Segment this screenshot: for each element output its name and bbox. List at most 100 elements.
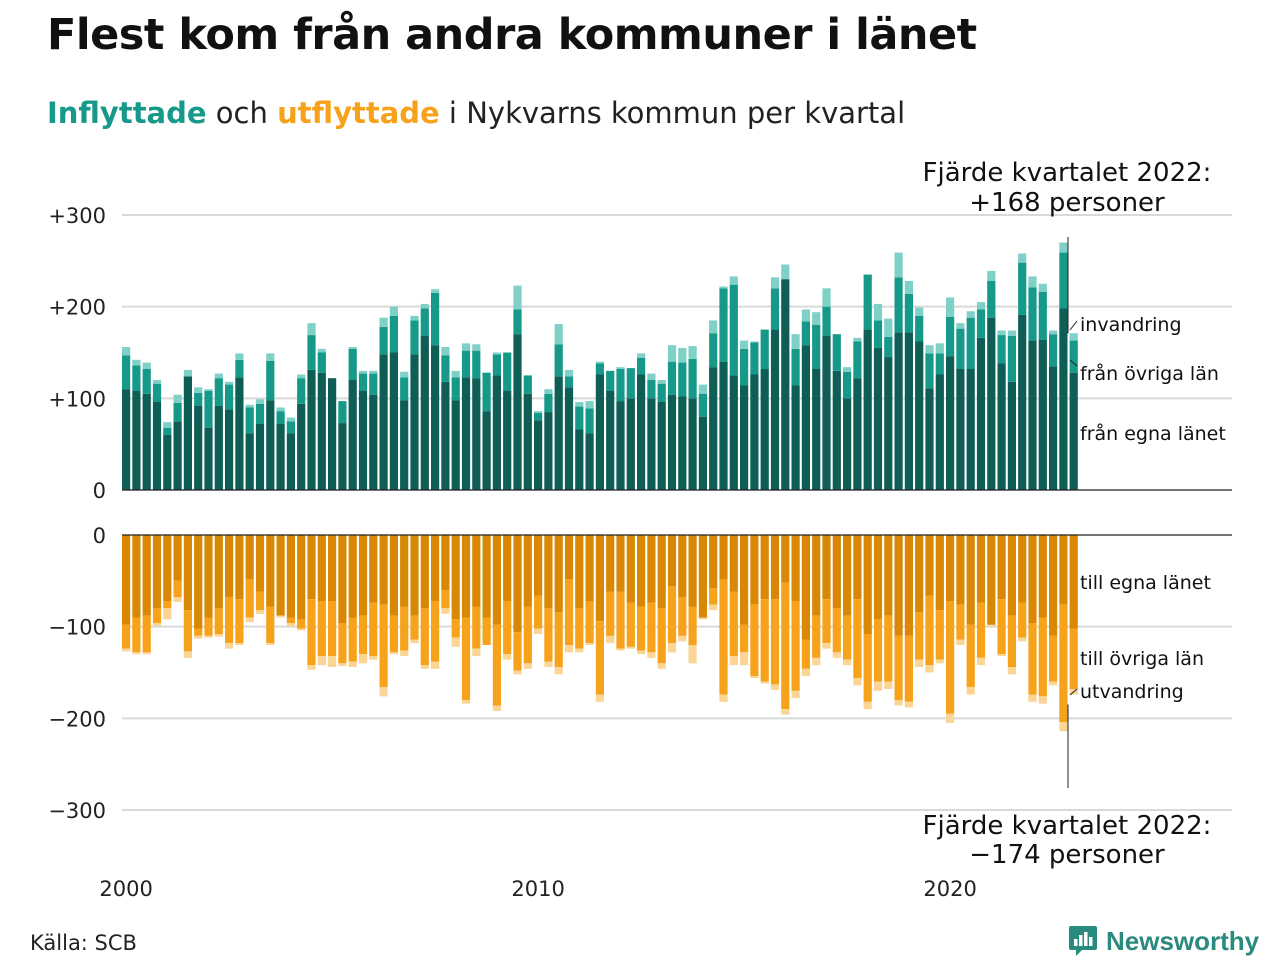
outflow-bar-out-other	[667, 586, 677, 644]
inflow-bar-in-other	[451, 377, 460, 401]
inflow-bar-in-own	[307, 369, 316, 490]
inflow-bar-in-abroad	[183, 369, 192, 377]
inflow-bar-in-other	[441, 355, 450, 382]
inflow-bar-in-other	[431, 292, 440, 346]
inflow-bar-in-abroad	[152, 380, 162, 384]
inflow-bar-in-other	[956, 328, 965, 369]
outflow-bar-out-other	[389, 615, 398, 653]
inflow-bar-in-other	[760, 329, 769, 369]
inflow-bar-in-own	[688, 398, 697, 490]
inflow-bar-in-own	[523, 393, 532, 490]
x-tick-label: 2010	[511, 877, 564, 901]
outflow-bar-out-other	[534, 595, 543, 629]
outflow-bar-out-abroad	[812, 657, 821, 666]
outflow-bar-out-abroad	[616, 648, 625, 651]
outflow-bar-out-abroad	[142, 652, 151, 655]
y-tick-label-bottom: −200	[48, 707, 106, 731]
outflow-bar-out-other	[812, 615, 821, 658]
inflow-bar-in-other	[688, 358, 697, 399]
outflow-bar-out-own	[863, 535, 872, 634]
outflow-bar-out-abroad	[173, 597, 182, 602]
inflow-bar-in-abroad	[286, 417, 295, 422]
inflow-bar-in-other	[472, 350, 481, 379]
outflow-bar-out-own	[606, 535, 615, 592]
inflow-bar-in-own	[142, 393, 151, 490]
outflow-bar-out-other	[338, 623, 347, 664]
inflow-bar-in-own	[626, 398, 635, 490]
outflow-bar-out-other	[482, 617, 491, 645]
outflow-bar-out-abroad	[214, 634, 223, 637]
outflow-bar-out-own	[976, 535, 986, 603]
outflow-bar-out-abroad	[472, 648, 481, 656]
outflow-bar-out-abroad	[729, 656, 738, 666]
series-label-utvandring: utvandring	[1080, 681, 1184, 703]
outflow-bar-out-other	[255, 591, 265, 611]
outflow-bar-out-own	[235, 535, 244, 600]
inflow-bar-in-own	[812, 369, 821, 490]
inflow-bar-in-other	[987, 281, 996, 318]
inflow-bar-in-other	[791, 348, 800, 386]
inflow-bar-in-other	[935, 353, 944, 375]
outflow-bar-out-abroad	[554, 667, 563, 675]
outflow-bar-out-abroad	[1038, 696, 1047, 704]
outflow-bar-out-other	[863, 634, 872, 702]
inflow-bar-in-other	[513, 309, 522, 335]
chart-labels: Fjärde kvartalet 2022:+168 personerFjärd…	[923, 158, 1226, 870]
outflow-bar-out-abroad	[946, 713, 955, 723]
inflow-bar-in-own	[987, 317, 996, 490]
inflow-bar-in-other	[1049, 334, 1058, 367]
inflow-bar-in-other	[194, 392, 203, 406]
outflow-bar-out-other	[626, 602, 635, 647]
inflow-bar-in-abroad	[1038, 283, 1047, 292]
outflow-bar-out-own	[719, 535, 728, 579]
inflow-bar-in-abroad	[492, 352, 501, 355]
inflow-bar-in-other	[204, 391, 213, 428]
inflow-bar-in-own	[317, 372, 326, 490]
inflow-bar-in-own	[904, 332, 913, 490]
inflow-bar-in-own	[163, 435, 172, 490]
inflow-bar-in-own	[946, 356, 955, 490]
outflow-bar-out-abroad	[606, 635, 615, 644]
outflow-bar-out-own	[791, 535, 800, 601]
inflow-bar-in-other	[348, 348, 357, 380]
outflow-bar-out-other	[472, 606, 481, 649]
outflow-bar-out-other	[1038, 617, 1047, 697]
outflow-bar-out-own	[966, 535, 975, 625]
inflow-bar-in-abroad	[214, 373, 223, 379]
inflow-bar-in-own	[1018, 314, 1027, 490]
inflow-bar-in-other	[946, 316, 955, 357]
outflow-bar-out-abroad	[740, 652, 749, 666]
outflow-bar-out-other	[431, 601, 440, 662]
inflow-bar-in-other	[152, 383, 162, 402]
inflow-bar-in-own	[873, 347, 883, 490]
inflow-bar-in-other	[297, 378, 306, 404]
inflow-bar-in-other	[1028, 287, 1037, 341]
outflow-bar-out-own	[503, 535, 512, 601]
inflow-bar-in-own	[554, 376, 563, 490]
inflow-bar-in-other	[976, 309, 986, 338]
outflow-bar-out-own	[873, 535, 883, 620]
inflow-bar-in-other	[997, 335, 1006, 364]
inflow-bar-in-abroad	[451, 370, 460, 378]
inflow-bar-in-other	[307, 335, 316, 370]
inflow-bar-in-abroad	[935, 343, 944, 354]
outflow-bar-out-own	[925, 535, 934, 596]
outflow-bar-out-own	[946, 535, 955, 601]
annotation-top-line2: +168 personer	[969, 188, 1165, 218]
inflow-bar-in-own	[245, 433, 254, 490]
outflow-bar-out-abroad	[492, 705, 501, 711]
outflow-bar-out-other	[904, 635, 913, 702]
inflow-bar-in-own	[770, 329, 780, 490]
outflow-bar-out-other	[225, 597, 234, 644]
outflow-bar-out-other	[822, 599, 831, 644]
inflow-bar-in-other	[286, 421, 295, 434]
outflow-bar-out-own	[389, 535, 398, 616]
outflow-bar-out-abroad	[451, 637, 460, 647]
inflow-bar-in-own	[863, 329, 872, 490]
inflow-bar-in-abroad	[822, 288, 831, 307]
outflow-bar-out-own	[894, 535, 903, 636]
inflow-bar-in-other	[863, 274, 872, 330]
inflow-bar-in-own	[338, 423, 347, 490]
outflow-bar-out-abroad	[379, 687, 388, 697]
outflow-bar-out-own	[266, 535, 275, 607]
